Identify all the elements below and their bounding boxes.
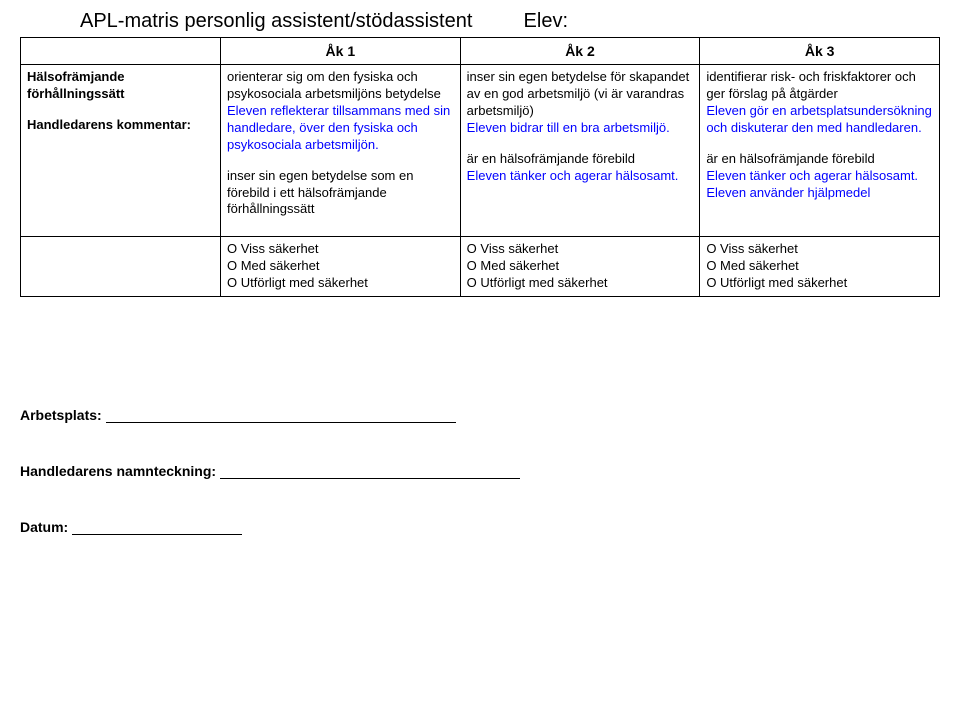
col-header-ak1: Åk 1	[221, 38, 461, 65]
sig-datum-line[interactable]	[72, 520, 242, 535]
title-elev: Elev:	[524, 10, 568, 33]
cell-ak1: orienterar sig om den fysiska och psykos…	[221, 65, 461, 237]
ak3-p2-black: är en hälsofrämjande förebild	[706, 151, 874, 166]
col-header-ak3: Åk 3	[700, 38, 940, 65]
ak2-p2-blue: Eleven tänker och agerar hälsosamt.	[467, 168, 679, 183]
sig-arbetsplats-line[interactable]	[106, 408, 456, 423]
ak3-paragraph-1: identifierar risk- och friskfaktorer och…	[706, 69, 933, 137]
ak2-paragraph-2: är en hälsofrämjande förebild Eleven tän…	[467, 151, 694, 185]
ak3-p1-black: identifierar risk- och friskfaktorer och…	[706, 69, 916, 101]
opt-ak1-1: O Viss säkerhet	[227, 241, 454, 258]
col-header-ak2: Åk 2	[460, 38, 700, 65]
title-row: APL-matris personlig assistent/stödassis…	[20, 10, 940, 33]
matrix-table: Åk 1 Åk 2 Åk 3 Hälsofrämjande förhållnin…	[20, 37, 940, 297]
ak1-paragraph-2: inser sin egen betydelse som en förebild…	[227, 168, 454, 219]
ak3-p2-blue2: Eleven använder hjälpmedel	[706, 185, 870, 200]
ak1-p1-blue: Eleven reflekterar tillsammans med sin h…	[227, 103, 450, 152]
sig-handledare-label: Handledarens namnteckning:	[20, 463, 216, 479]
opt-ak1-2: O Med säkerhet	[227, 258, 454, 275]
opt-ak1-3: O Utförligt med säkerhet	[227, 275, 454, 292]
page: APL-matris personlig assistent/stödassis…	[0, 0, 960, 702]
opt-ak3-2: O Med säkerhet	[706, 258, 933, 275]
cell-ak2: inser sin egen betydelse för skapandet a…	[460, 65, 700, 237]
ak2-p2-black: är en hälsofrämjande förebild	[467, 151, 635, 166]
opt-ak2-3: O Utförligt med säkerhet	[467, 275, 694, 292]
options-row: O Viss säkerhet O Med säkerhet O Utförli…	[21, 237, 940, 297]
options-label-cell	[21, 237, 221, 297]
col-header-empty	[21, 38, 221, 65]
sig-datum-row: Datum:	[20, 519, 940, 535]
options-ak3: O Viss säkerhet O Med säkerhet O Utförli…	[700, 237, 940, 297]
opt-ak2-1: O Viss säkerhet	[467, 241, 694, 258]
sig-handledare-line[interactable]	[220, 464, 520, 479]
content-row: Hälsofrämjande förhållningssätt Handleda…	[21, 65, 940, 237]
row-label-1: Hälsofrämjande förhållningssätt	[27, 69, 214, 103]
ak1-paragraph-1: orienterar sig om den fysiska och psykos…	[227, 69, 454, 153]
ak1-p2-black: inser sin egen betydelse som en förebild…	[227, 168, 413, 217]
options-ak2: O Viss säkerhet O Med säkerhet O Utförli…	[460, 237, 700, 297]
ak2-paragraph-1: inser sin egen betydelse för skapandet a…	[467, 69, 694, 137]
ak1-p1-black: orienterar sig om den fysiska och psykos…	[227, 69, 441, 101]
title-main: APL-matris personlig assistent/stödassis…	[80, 10, 472, 33]
ak2-p1-blue: Eleven bidrar till en bra arbetsmiljö.	[467, 120, 670, 135]
cell-ak3: identifierar risk- och friskfaktorer och…	[700, 65, 940, 237]
ak3-p1-blue: Eleven gör en arbetsplatsundersökning oc…	[706, 103, 931, 135]
sig-arbetsplats-row: Arbetsplats:	[20, 407, 940, 423]
opt-ak3-3: O Utförligt med säkerhet	[706, 275, 933, 292]
options-ak1: O Viss säkerhet O Med säkerhet O Utförli…	[221, 237, 461, 297]
sig-arbetsplats-label: Arbetsplats:	[20, 407, 102, 423]
ak2-p1-black: inser sin egen betydelse för skapandet a…	[467, 69, 690, 118]
sig-datum-label: Datum:	[20, 519, 68, 535]
row-label-2: Handledarens kommentar:	[27, 117, 214, 134]
row-label-cell: Hälsofrämjande förhållningssätt Handleda…	[21, 65, 221, 237]
opt-ak2-2: O Med säkerhet	[467, 258, 694, 275]
ak3-p2-blue1: Eleven tänker och agerar hälsosamt.	[706, 168, 918, 183]
ak3-paragraph-2: är en hälsofrämjande förebild Eleven tän…	[706, 151, 933, 202]
sig-handledare-row: Handledarens namnteckning:	[20, 463, 940, 479]
signature-block: Arbetsplats: Handledarens namnteckning: …	[20, 407, 940, 535]
header-row: Åk 1 Åk 2 Åk 3	[21, 38, 940, 65]
opt-ak3-1: O Viss säkerhet	[706, 241, 933, 258]
